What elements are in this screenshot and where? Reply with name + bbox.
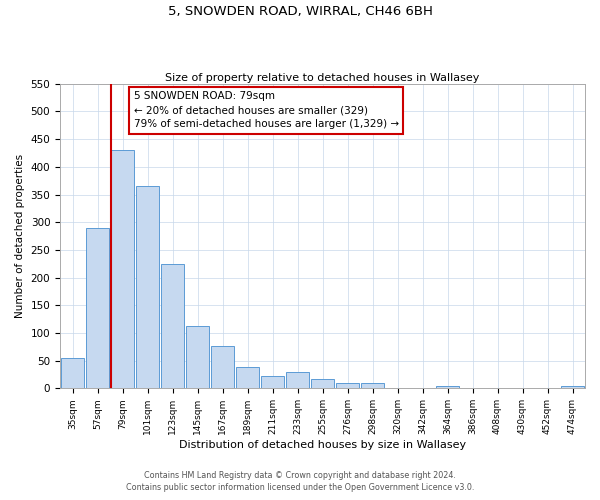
Bar	[436, 386, 459, 388]
Bar	[161, 264, 184, 388]
Bar	[286, 372, 309, 388]
Bar	[86, 228, 109, 388]
Bar	[61, 358, 84, 388]
X-axis label: Distribution of detached houses by size in Wallasey: Distribution of detached houses by size …	[179, 440, 466, 450]
Y-axis label: Number of detached properties: Number of detached properties	[15, 154, 25, 318]
Text: 5, SNOWDEN ROAD, WIRRAL, CH46 6BH: 5, SNOWDEN ROAD, WIRRAL, CH46 6BH	[167, 5, 433, 18]
Bar	[311, 379, 334, 388]
Bar	[111, 150, 134, 388]
Bar	[261, 376, 284, 388]
Bar	[136, 186, 159, 388]
Text: 5 SNOWDEN ROAD: 79sqm
← 20% of detached houses are smaller (329)
79% of semi-det: 5 SNOWDEN ROAD: 79sqm ← 20% of detached …	[134, 92, 398, 130]
Text: Contains HM Land Registry data © Crown copyright and database right 2024.
Contai: Contains HM Land Registry data © Crown c…	[126, 471, 474, 492]
Bar	[361, 383, 384, 388]
Title: Size of property relative to detached houses in Wallasey: Size of property relative to detached ho…	[166, 73, 480, 83]
Bar	[336, 383, 359, 388]
Bar	[236, 368, 259, 388]
Bar	[561, 386, 584, 388]
Bar	[186, 326, 209, 388]
Bar	[211, 346, 234, 389]
